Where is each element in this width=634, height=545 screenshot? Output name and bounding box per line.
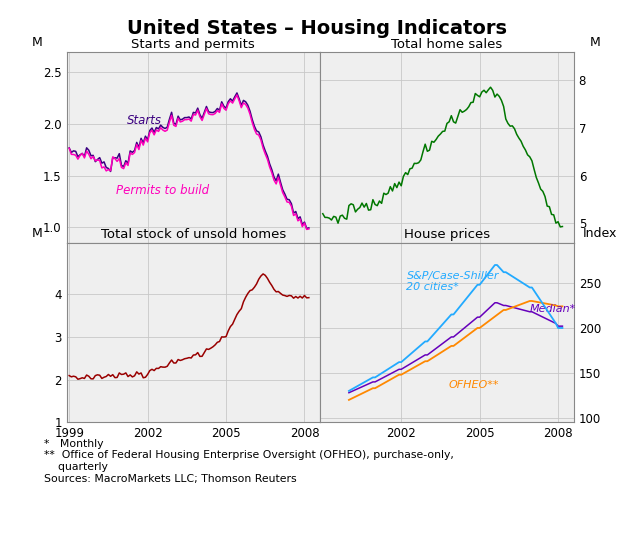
Text: Permits to build: Permits to build: [116, 184, 209, 197]
Title: Total home sales: Total home sales: [391, 38, 503, 51]
Title: Total stock of unsold homes: Total stock of unsold homes: [101, 228, 286, 241]
Text: United States – Housing Indicators: United States – Housing Indicators: [127, 19, 507, 38]
Title: Starts and permits: Starts and permits: [131, 38, 256, 51]
Title: House prices: House prices: [404, 228, 490, 241]
Text: Median*: Median*: [529, 304, 576, 314]
Text: M: M: [590, 36, 600, 49]
Text: *   Monthly
**  Office of Federal Housing Enterprise Oversight (OFHEO), purchase: * Monthly ** Office of Federal Housing E…: [44, 439, 454, 483]
Text: Starts: Starts: [127, 114, 162, 127]
Text: S&P/Case-Shiller
20 cities*: S&P/Case-Shiller 20 cities*: [406, 270, 499, 292]
Text: Index: Index: [583, 227, 617, 240]
Text: OFHEO**: OFHEO**: [448, 380, 499, 390]
Text: M: M: [32, 36, 42, 49]
Text: M: M: [32, 227, 42, 240]
